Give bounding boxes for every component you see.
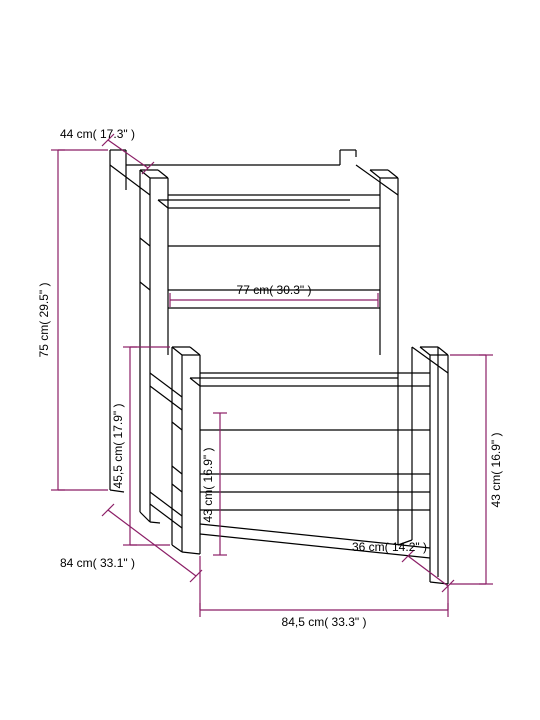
left-side-struts (150, 373, 182, 528)
dim-depth-front: 36 cm( 14.2" ) (352, 540, 454, 592)
dim-height-total-label: 75 cm( 29.5" ) (37, 283, 51, 358)
dim-width-front-label: 84,5 cm( 33.3" ) (282, 615, 367, 629)
dim-height-right-label: 43 cm( 16.9" ) (489, 433, 503, 508)
dim-height-right: 43 cm( 16.9" ) (450, 355, 503, 584)
upper-right-post (370, 170, 398, 355)
dim-width-inner: 77 cm( 30.3" ) (170, 283, 378, 307)
upper-box-rim (110, 165, 398, 208)
upper-left-post (140, 170, 168, 522)
dim-width-inner-label: 77 cm( 30.3" ) (237, 283, 312, 297)
dim-depth-left-label: 84 cm( 33.1" ) (60, 556, 135, 570)
dim-height-mid-label: 45,5 cm( 17.9" ) (111, 404, 125, 489)
upper-rear-right-post (340, 150, 356, 165)
dim-height-total: 75 cm( 29.5" ) (37, 150, 108, 490)
dim-depth-top-line (108, 140, 148, 168)
planter-drawing (110, 150, 448, 584)
dim-height-leg: 43 cm( 16.9" ) (201, 413, 227, 555)
dim-depth-front-label: 36 cm( 14.2" ) (352, 540, 427, 554)
upper-box-front-panel (140, 238, 380, 308)
lower-box-rim (190, 347, 448, 386)
dim-width-front: 84,5 cm( 33.3" ) (200, 556, 448, 629)
dim-depth-top-label: 44 cm( 17.3" ) (60, 127, 135, 141)
dim-height-leg-label: 43 cm( 16.9" ) (201, 448, 215, 523)
